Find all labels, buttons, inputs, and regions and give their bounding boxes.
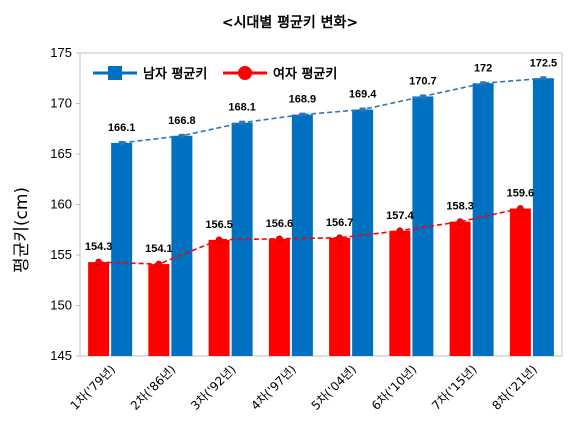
legend-female-marker: [238, 66, 252, 80]
male-trend-line: [121, 77, 544, 144]
female-data-label: 156.5: [205, 219, 233, 231]
bar-female: [509, 208, 531, 356]
plot-area: 145 150 155 160 165 170 175 1차('79년) 2차('86년) 3차(…: [50, 45, 563, 413]
male-data-label: 172: [474, 62, 492, 74]
male-marker: [540, 76, 547, 81]
female-data-label: 154.1: [145, 243, 173, 255]
x-tick-label: 3차('92년): [188, 362, 239, 413]
legend: 남자 평균키 여자 평균키: [93, 66, 337, 82]
male-marker: [118, 140, 125, 145]
x-tick-label: 2차('86년): [128, 362, 179, 413]
male-marker: [239, 120, 246, 125]
bar-female: [268, 238, 290, 356]
female-marker: [456, 218, 464, 226]
bar-female: [148, 264, 170, 356]
x-tick-label: 4차('97년): [248, 362, 299, 413]
legend-male-marker: [108, 66, 122, 80]
male-marker: [480, 81, 487, 86]
x-tick-label: 8차('21년): [489, 362, 540, 413]
female-data-label: 156.6: [266, 218, 294, 230]
male-marker: [359, 107, 366, 112]
male-data-label: 168.9: [289, 94, 317, 106]
male-marker: [419, 94, 426, 99]
male-marker: [178, 133, 185, 138]
bar-male: [291, 114, 313, 356]
bar-male: [472, 83, 494, 357]
female-marker: [95, 258, 103, 266]
female-marker: [336, 234, 344, 242]
male-marker: [299, 112, 306, 117]
bar-male: [171, 135, 193, 356]
bar-male: [412, 96, 434, 357]
bar-female: [329, 237, 351, 356]
y-tick-label: 175: [50, 45, 72, 60]
x-tick-label: 5차('04년): [309, 362, 360, 413]
legend-female-label: 여자 평균키: [273, 66, 337, 82]
female-data-label: 154.3: [85, 241, 113, 253]
y-tick-label: 145: [50, 348, 72, 363]
bar-male: [532, 78, 554, 356]
female-data-label: 156.7: [326, 217, 354, 229]
female-marker: [155, 260, 163, 268]
male-data-label: 166.1: [108, 122, 136, 134]
x-tick-label: 7차('15년): [429, 362, 480, 413]
bar-male: [111, 142, 133, 356]
bar-male: [352, 109, 374, 356]
female-marker: [396, 227, 404, 235]
female-data-label: 159.6: [507, 188, 535, 200]
y-tick-label: 165: [50, 146, 72, 161]
female-data-label: 157.4: [386, 210, 414, 222]
bar-female: [389, 230, 411, 356]
male-data-label: 168.1: [228, 102, 256, 114]
legend-male-label: 남자 평균키: [143, 66, 207, 82]
male-data-label: 166.8: [168, 115, 196, 127]
y-tick-label: 150: [50, 298, 72, 313]
female-marker: [275, 235, 283, 243]
female-marker: [215, 236, 223, 244]
male-data-label: 169.4: [349, 89, 377, 101]
bar-female: [88, 262, 110, 356]
chart-title: <시대별 평균키 변화>: [222, 14, 358, 31]
female-data-label: 158.3: [446, 201, 474, 213]
y-tick-label: 160: [50, 197, 72, 212]
male-data-label: 172.5: [530, 57, 558, 69]
y-tick-label: 170: [50, 96, 72, 111]
bar-female: [449, 221, 471, 356]
female-marker: [516, 205, 524, 212]
y-tick-label: 155: [50, 247, 72, 262]
x-tick-label: 6차('10년): [369, 362, 420, 413]
male-data-label: 170.7: [409, 75, 437, 87]
bar-female: [208, 239, 230, 356]
x-tick-label: 1차('79년): [68, 362, 119, 413]
y-axis-label: 평균키(cm): [12, 187, 32, 273]
